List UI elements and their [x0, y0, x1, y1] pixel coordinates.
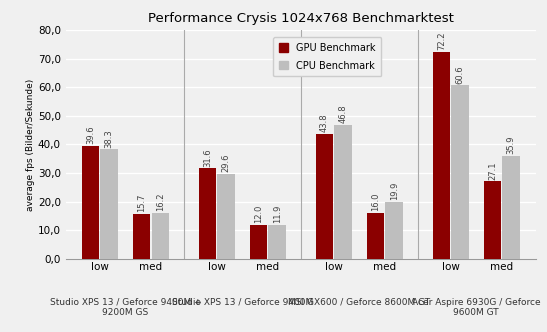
Bar	[133, 214, 150, 259]
Text: 39.6: 39.6	[86, 125, 95, 144]
Title: Performance Crysis 1024x768 Benchmarktest: Performance Crysis 1024x768 Benchmarktes…	[148, 12, 454, 25]
Bar	[199, 168, 216, 259]
Text: 29.6: 29.6	[222, 154, 231, 173]
Bar	[152, 212, 169, 259]
Bar	[82, 145, 100, 259]
Text: 16.0: 16.0	[371, 193, 380, 211]
Bar	[217, 174, 235, 259]
Bar	[433, 52, 450, 259]
Bar	[386, 202, 403, 259]
Text: Studio XPS 13 / Geforce 9400M: Studio XPS 13 / Geforce 9400M	[172, 297, 313, 307]
Text: 16.2: 16.2	[156, 192, 165, 211]
Bar	[334, 125, 352, 259]
Bar	[451, 85, 469, 259]
Text: 38.3: 38.3	[104, 129, 114, 147]
Text: 12.0: 12.0	[254, 205, 263, 223]
Legend: GPU Benchmark, CPU Benchmark: GPU Benchmark, CPU Benchmark	[273, 37, 381, 76]
Bar	[367, 213, 385, 259]
Y-axis label: average fps (Bilder/Sekunde): average fps (Bilder/Sekunde)	[26, 78, 35, 210]
Text: 72.2: 72.2	[437, 32, 446, 50]
Text: 46.8: 46.8	[339, 105, 347, 123]
Text: 31.6: 31.6	[203, 148, 212, 167]
Text: 11.9: 11.9	[273, 205, 282, 223]
Text: 15.7: 15.7	[137, 194, 146, 212]
Bar	[316, 133, 333, 259]
Text: 27.1: 27.1	[488, 161, 497, 180]
Bar	[484, 181, 501, 259]
Bar	[101, 149, 118, 259]
Bar	[502, 156, 520, 259]
Text: 19.9: 19.9	[389, 182, 399, 200]
Text: Studio XPS 13 / Geforce 9400M +
9200M GS: Studio XPS 13 / Geforce 9400M + 9200M GS	[50, 297, 201, 317]
Bar	[250, 225, 267, 259]
Text: 60.6: 60.6	[456, 65, 464, 84]
Text: MSI GX600 / Geforce 8600M GT: MSI GX600 / Geforce 8600M GT	[288, 297, 430, 307]
Text: 35.9: 35.9	[507, 136, 515, 154]
Text: 43.8: 43.8	[320, 113, 329, 132]
Text: Acer Aspire 6930G / Geforce
9600M GT: Acer Aspire 6930G / Geforce 9600M GT	[412, 297, 540, 317]
Bar	[269, 225, 286, 259]
